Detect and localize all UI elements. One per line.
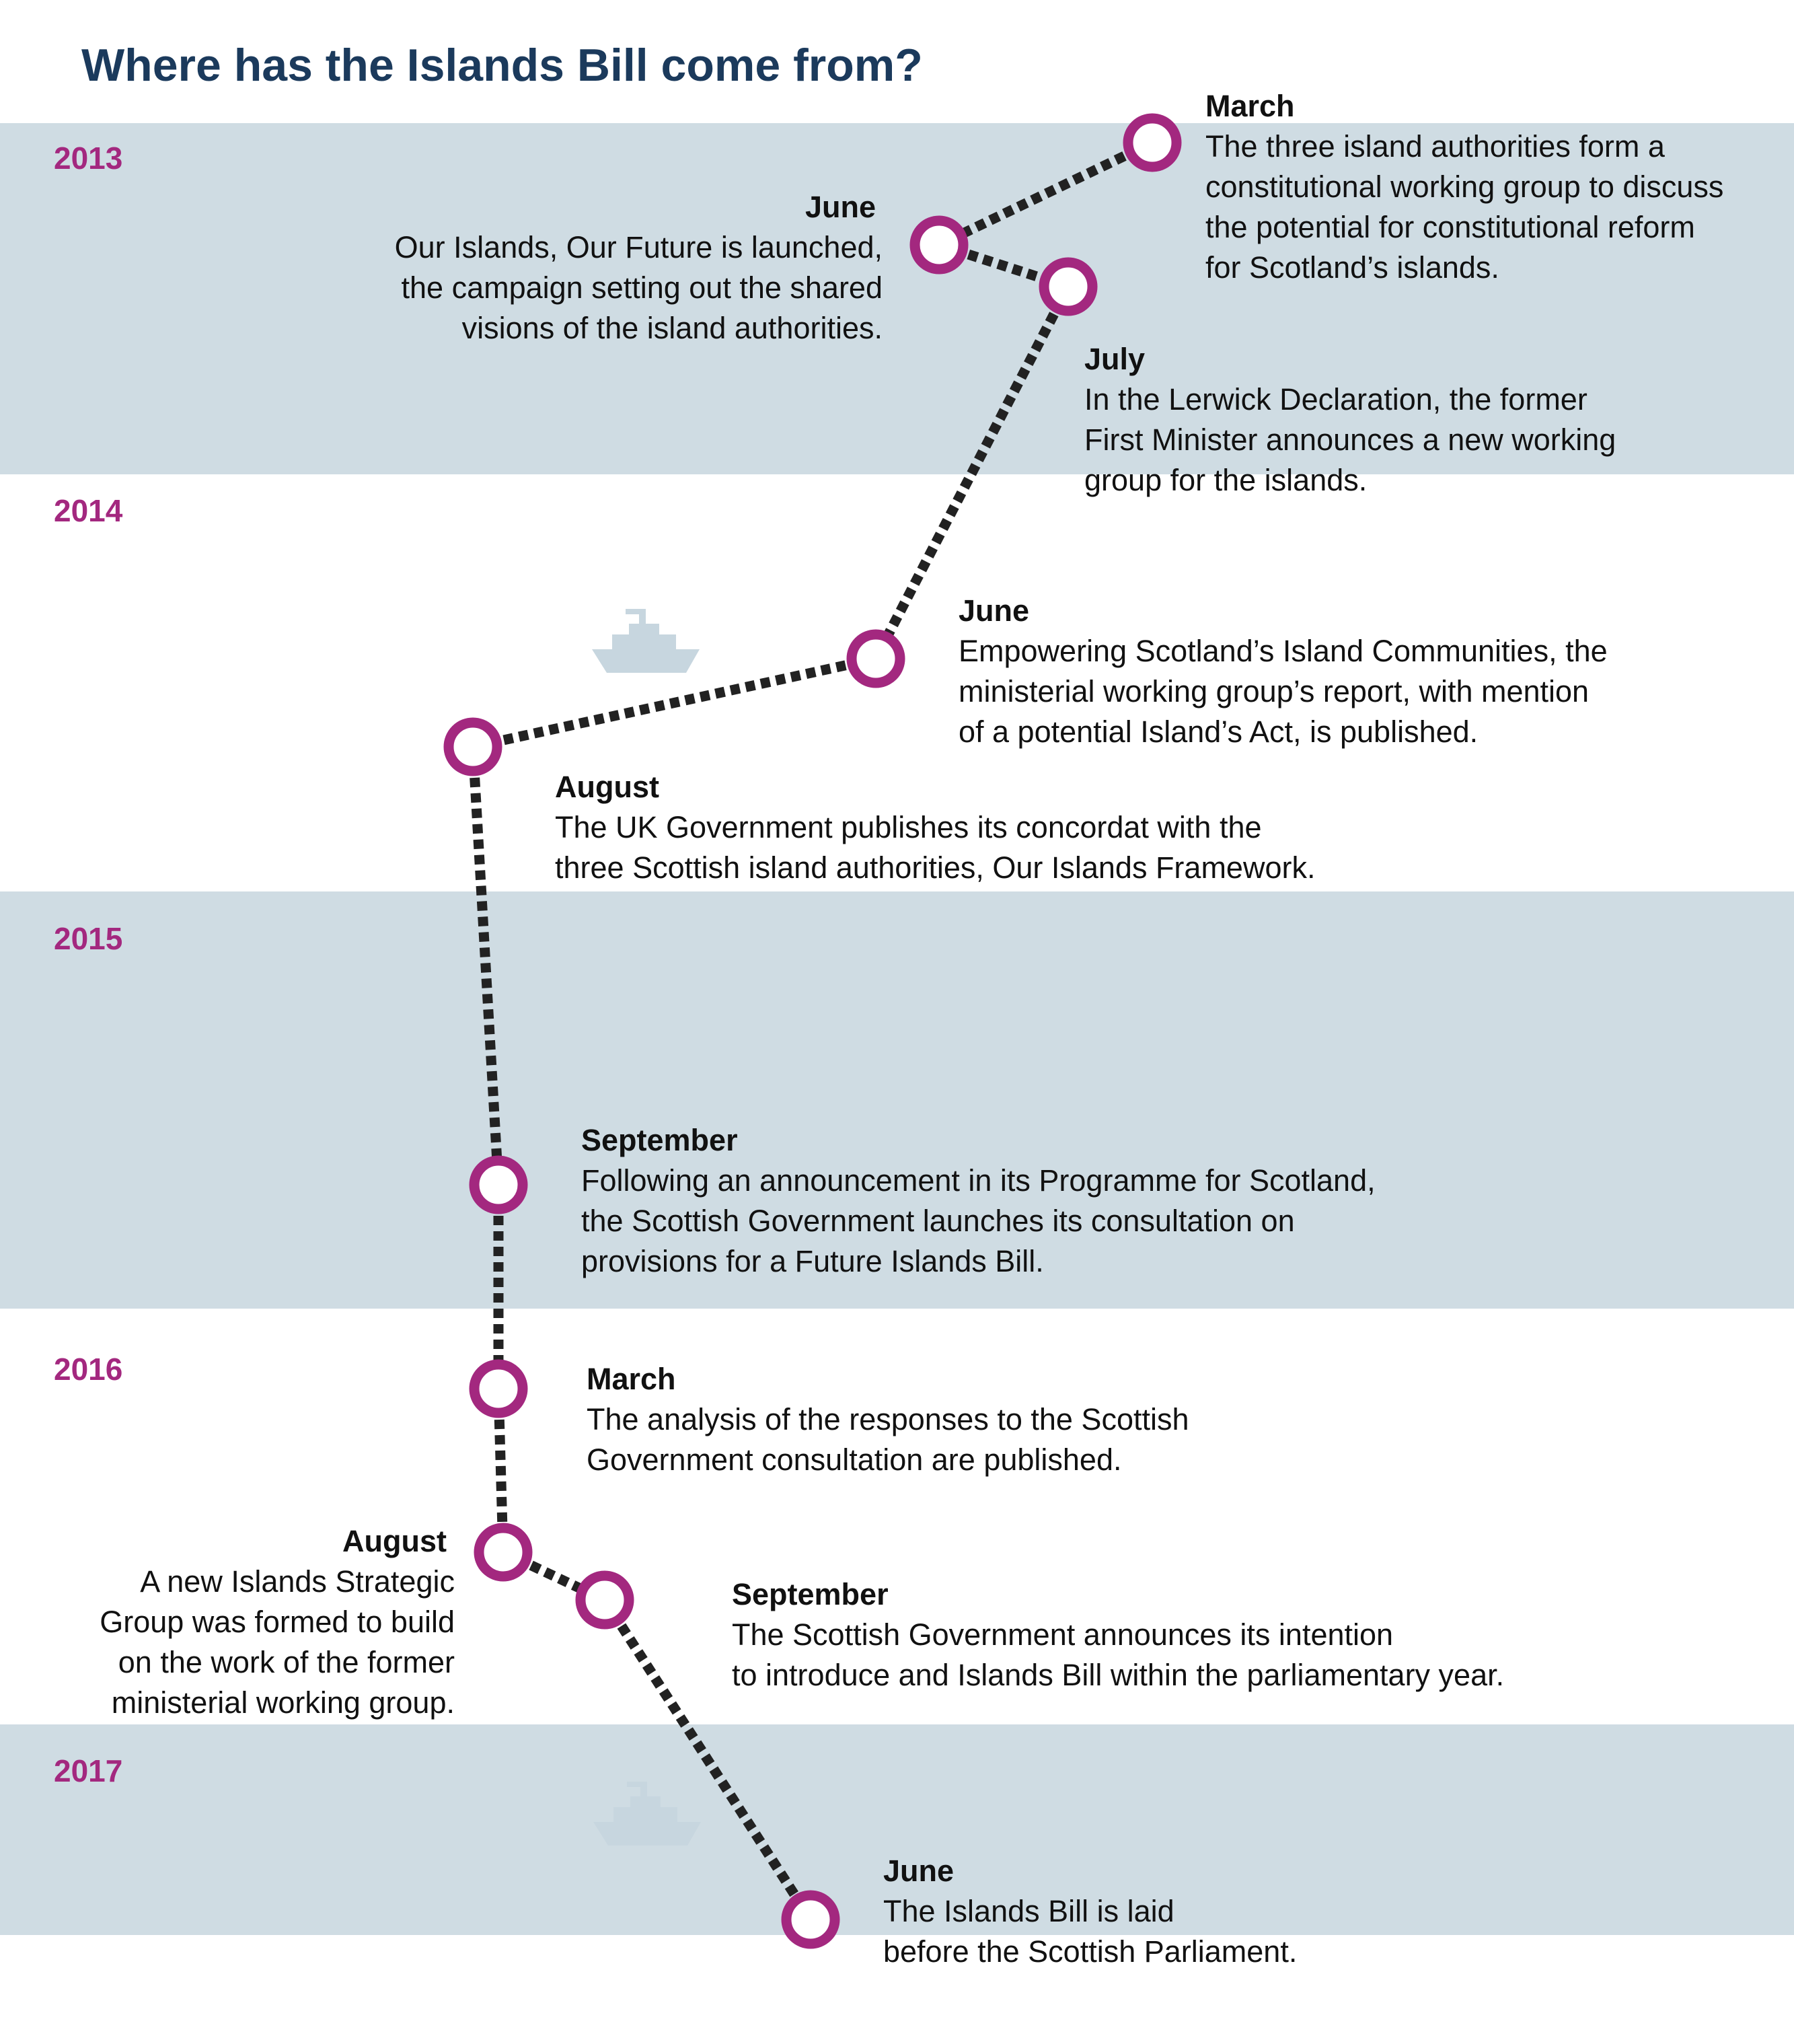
timeline-connectors — [468, 138, 1155, 1923]
event-text: Empowering Scotland’s Island Communities… — [959, 634, 1608, 749]
event-month: June — [959, 593, 1030, 628]
event-2015-september: September Following an announcement in i… — [581, 1120, 1376, 1282]
event-month: July — [1084, 342, 1146, 376]
event-text: The Islands Bill is laid before the Scot… — [883, 1894, 1298, 1969]
event-2014-june: June Empowering Scotland’s Island Commun… — [959, 591, 1608, 752]
event-month: August — [555, 770, 659, 804]
ship-icon — [593, 1782, 701, 1846]
event-text: The Scottish Government announces its in… — [732, 1617, 1505, 1692]
event-month: June — [805, 190, 876, 224]
event-month: September — [732, 1577, 889, 1611]
event-text: Following an announcement in its Program… — [581, 1163, 1376, 1278]
page-title: Where has the Islands Bill come from? — [81, 40, 923, 91]
timeline-node — [1123, 113, 1182, 172]
timeline-node — [469, 1359, 528, 1418]
event-2016-september: September The Scottish Government announ… — [732, 1574, 1504, 1695]
timeline-node — [474, 1523, 533, 1582]
connector-segment — [468, 746, 504, 1185]
timeline-node — [846, 629, 905, 688]
band-2013 — [0, 123, 1794, 474]
event-text: The three island authorities form a cons… — [1205, 129, 1724, 285]
event-text: The analysis of the responses to the Sco… — [587, 1402, 1189, 1477]
timeline-node — [443, 717, 502, 776]
connector-segment — [472, 653, 877, 752]
band-2015 — [0, 891, 1794, 1309]
event-month: September — [581, 1123, 738, 1157]
year-label-2013: 2013 — [54, 141, 123, 176]
event-month: March — [1205, 89, 1295, 123]
event-text: Our Islands, Our Future is launched, the… — [394, 230, 883, 345]
event-month: August — [342, 1524, 447, 1558]
year-label-2017: 2017 — [54, 1753, 123, 1788]
timeline-node — [781, 1890, 840, 1949]
timeline-node — [575, 1570, 634, 1630]
event-text: In the Lerwick Declaration, the former F… — [1084, 382, 1616, 497]
timeline-node — [1039, 257, 1098, 316]
connector-segment — [871, 284, 1073, 661]
event-2013-july: July In the Lerwick Declaration, the for… — [1084, 339, 1616, 501]
ship-icon — [592, 609, 700, 673]
connector-segment — [600, 1597, 815, 1923]
event-2016-august: August A new Islands Strategic Group was… — [100, 1521, 455, 1723]
event-month: March — [587, 1362, 676, 1396]
connector-segment — [493, 1388, 509, 1553]
year-label-2015: 2015 — [54, 921, 123, 956]
timeline-node — [909, 215, 969, 275]
event-2017-june: June The Islands Bill is laid before the… — [883, 1851, 1297, 1972]
year-label-2016: 2016 — [54, 1352, 123, 1387]
event-text: The UK Government publishes its concorda… — [555, 810, 1316, 885]
timeline-node — [469, 1155, 528, 1214]
event-text: A new Islands Strategic Group was formed… — [100, 1564, 455, 1720]
connector-segment — [936, 138, 1155, 250]
event-month: June — [883, 1854, 955, 1888]
year-label-2014: 2014 — [54, 493, 123, 528]
band-2017 — [0, 1724, 1794, 1935]
event-2013-june: June Our Islands, Our Future is launched… — [395, 187, 883, 349]
event-2016-march: March The analysis of the responses to t… — [587, 1359, 1189, 1480]
event-2014-august: August The UK Government publishes its c… — [555, 767, 1315, 888]
event-2013-march: March The three island authorities form … — [1205, 86, 1723, 288]
